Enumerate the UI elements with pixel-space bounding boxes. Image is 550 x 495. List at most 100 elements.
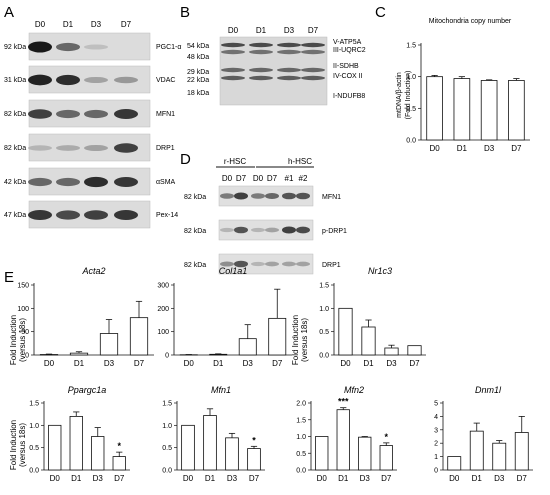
y-tick-label: 1.0 [406, 74, 416, 81]
panel-d-band [251, 227, 265, 233]
y-tick-label: 4 [434, 414, 438, 421]
y-tick-label: 2.0 [296, 401, 306, 408]
panel-d-band [220, 193, 234, 199]
bar [209, 353, 228, 356]
panel-a-protein-label: VDAC [156, 77, 175, 84]
y-tick-label: 300 [157, 283, 169, 290]
panel-b-protein-label: II-SDHB [333, 63, 359, 70]
y-tick-label: 1.5 [29, 401, 39, 408]
y-tick-label: 0.5 [296, 451, 306, 458]
x-tick-label: D1 [472, 474, 483, 483]
panel-c-title: Mitochondria copy number [429, 18, 512, 25]
panel-d-band [282, 192, 296, 200]
panel-a-band [28, 74, 52, 86]
panel-c-ylabel-2: (Fold Induction) [405, 71, 412, 120]
panel-a-band [84, 176, 108, 188]
bar [48, 424, 62, 471]
bar [112, 456, 126, 471]
y-tick-label: 0.0 [296, 468, 306, 475]
bar [384, 347, 399, 356]
y-tick-label: 150 [17, 283, 29, 290]
y-tick-label: 5 [434, 401, 438, 408]
panel-d-size-label: 82 kDa [184, 262, 206, 269]
panel-a-band [114, 143, 138, 153]
bar [238, 338, 257, 356]
y-tick-label: 1.0 [296, 434, 306, 441]
y-tick-label: 50 [21, 329, 29, 336]
x-tick-label: D1 [205, 474, 216, 483]
bar [336, 409, 350, 471]
x-tick-label: D3 [360, 474, 371, 483]
panel-a-band [28, 145, 52, 151]
bar [225, 437, 239, 471]
x-tick-label: D7 [511, 144, 522, 153]
panel-b-lane-label: D7 [308, 26, 319, 35]
x-tick-label: D3 [386, 359, 397, 368]
panel-d-lane-label: #1 [285, 174, 294, 183]
panel-a-band [84, 144, 108, 152]
y-tick-label: 0.5 [406, 106, 416, 113]
x-tick-label: D7 [517, 474, 528, 483]
panel-c: C Mitochondria copy number mtDNA/β-actin… [375, 4, 512, 119]
bar [508, 80, 525, 141]
bar-chart-mfn2: 0.0 0.5 1.0 1.5 2.0 D0 D1 *** D3 D7 * Mfn2 [296, 385, 397, 483]
significance-marker: *** [338, 397, 349, 407]
panel-a-size-label: 82 kDa [4, 145, 26, 152]
panel-b-band [301, 42, 325, 48]
panel-e-nr1c3-ylabel-2: (versus 18s) [300, 318, 309, 362]
panel-e-letter: E [4, 269, 14, 286]
panel-d-protein-label: p-DRP1 [322, 228, 347, 235]
y-tick-label: 1.0 [319, 306, 329, 313]
x-tick-label: D0 [430, 144, 441, 153]
panel-d-band [296, 226, 310, 234]
panel-a-size-label: 42 kDa [4, 179, 26, 186]
x-tick-label: D1 [213, 359, 224, 368]
panel-b-band [249, 75, 273, 81]
panel-e-nr1c3-ylabel: Fold Induction [291, 315, 300, 365]
panel-c-letter: C [375, 4, 386, 21]
y-tick-label: 200 [157, 306, 169, 313]
panel-a-band [28, 109, 52, 119]
chart-title: Col1a1 [219, 266, 248, 276]
x-tick-label: D1 [457, 144, 468, 153]
panel-b-band [277, 49, 301, 55]
panel-a-band [114, 76, 138, 84]
panel-e-row2-ylabel: Fold Induction [9, 420, 18, 470]
panel-b-band [249, 49, 273, 55]
panel-a-protein-label: DRP1 [156, 145, 175, 152]
panel-b-band [301, 67, 325, 73]
y-tick-label: 1 [434, 454, 438, 461]
bar [91, 436, 105, 471]
x-tick-label: D0 [44, 359, 55, 368]
panel-a-size-label: 47 kDa [4, 212, 26, 219]
panel-d-band [296, 192, 310, 200]
panel-a-band [84, 210, 108, 220]
panel-b-band [249, 67, 273, 73]
panel-b-band [221, 42, 245, 48]
y-tick-label: 0.5 [319, 329, 329, 336]
panel-e-row1-ylabel: Fold Induction [9, 315, 18, 365]
y-tick-label: 2 [434, 441, 438, 448]
bar [315, 436, 329, 471]
bar-chart-dnm1l: 0 1 2 3 4 5 D0 D1 D3 D7 Dnm1l [434, 385, 533, 483]
panel-a-band [56, 109, 80, 119]
chart-title: Ppargc1a [68, 385, 107, 395]
panel-a-protein-label: Pex-14 [156, 212, 178, 219]
panel-d-letter: D [180, 151, 191, 168]
panel-a-band [28, 177, 52, 187]
y-tick-label: 0.5 [29, 445, 39, 452]
panel-a-band [56, 145, 80, 151]
bar [469, 430, 484, 471]
panel-a-band [84, 44, 108, 50]
panel-a-size-label: 92 kDa [4, 44, 26, 51]
x-tick-label: D7 [409, 359, 420, 368]
bar [361, 326, 376, 356]
chart-title: Dnm1l [475, 385, 502, 395]
bar [358, 436, 372, 471]
bar [447, 456, 462, 471]
bar [480, 80, 498, 141]
panel-b-band [221, 75, 245, 81]
panel-a-band [114, 210, 138, 220]
